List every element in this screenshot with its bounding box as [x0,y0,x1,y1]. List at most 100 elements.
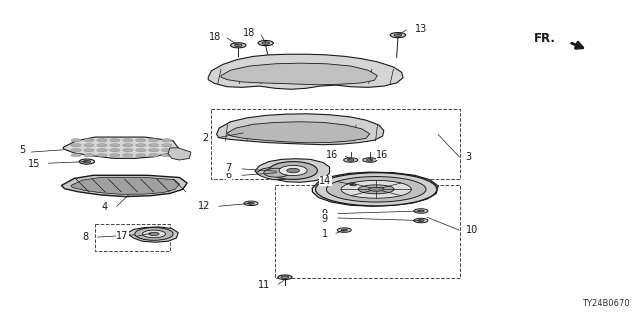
Bar [211,109,461,179]
Ellipse shape [262,42,269,44]
Ellipse shape [244,201,258,205]
Text: 8: 8 [83,232,89,242]
Ellipse shape [84,148,94,152]
Ellipse shape [97,154,107,157]
Polygon shape [227,122,370,143]
Ellipse shape [83,160,91,163]
Ellipse shape [347,183,360,187]
Ellipse shape [71,139,81,142]
Text: 11: 11 [258,280,270,290]
Ellipse shape [71,154,81,157]
Polygon shape [168,148,191,160]
Ellipse shape [418,210,424,212]
Text: 7: 7 [226,163,232,173]
Text: 13: 13 [415,24,427,34]
Ellipse shape [97,139,107,142]
Ellipse shape [350,184,356,186]
Ellipse shape [162,144,172,147]
Ellipse shape [414,209,428,213]
Bar [275,186,461,278]
Ellipse shape [136,148,146,152]
Ellipse shape [162,139,172,142]
Ellipse shape [84,144,94,147]
Ellipse shape [135,228,173,240]
Polygon shape [63,137,178,158]
Ellipse shape [136,139,146,142]
Polygon shape [221,63,378,85]
Text: 4: 4 [102,202,108,212]
Ellipse shape [316,173,437,206]
Ellipse shape [123,148,133,152]
Ellipse shape [148,154,159,157]
Ellipse shape [97,144,107,147]
Ellipse shape [136,144,146,147]
Text: 15: 15 [28,159,40,169]
Text: FR.: FR. [534,32,556,45]
Ellipse shape [418,220,424,221]
Polygon shape [255,159,330,182]
Text: 9: 9 [321,209,328,219]
Ellipse shape [369,188,384,191]
Ellipse shape [148,139,159,142]
Ellipse shape [110,144,120,147]
Ellipse shape [123,154,133,157]
Polygon shape [61,175,187,197]
Ellipse shape [341,229,348,231]
Polygon shape [256,166,296,180]
Ellipse shape [162,148,172,152]
Polygon shape [71,178,179,195]
Ellipse shape [363,158,377,162]
Ellipse shape [341,180,412,198]
Polygon shape [216,114,384,145]
Ellipse shape [414,218,428,223]
Ellipse shape [123,144,133,147]
Ellipse shape [71,144,81,147]
Text: 1: 1 [321,229,328,239]
Ellipse shape [148,148,159,152]
Ellipse shape [264,168,289,177]
Ellipse shape [97,148,107,152]
Ellipse shape [248,202,254,204]
Polygon shape [312,172,438,206]
Ellipse shape [123,139,133,142]
Ellipse shape [71,148,81,152]
Text: 5: 5 [19,146,25,156]
Ellipse shape [287,168,300,173]
Ellipse shape [136,154,146,157]
Text: TY24B0670: TY24B0670 [582,299,630,308]
Ellipse shape [326,177,426,202]
Ellipse shape [348,159,354,161]
Ellipse shape [358,185,394,194]
Ellipse shape [234,44,242,47]
Ellipse shape [281,276,289,278]
Ellipse shape [390,33,406,38]
Ellipse shape [394,34,402,36]
Ellipse shape [148,144,159,147]
Ellipse shape [110,139,120,142]
Text: 17: 17 [116,231,129,241]
Ellipse shape [110,154,120,157]
Ellipse shape [79,159,95,164]
Ellipse shape [84,154,94,157]
Ellipse shape [344,158,358,162]
Polygon shape [208,54,403,89]
Text: 2: 2 [202,133,208,143]
Ellipse shape [84,139,94,142]
Ellipse shape [149,232,159,236]
Text: 18: 18 [243,28,255,38]
Text: 9: 9 [321,214,328,224]
Text: 14: 14 [319,176,332,186]
Text: 12: 12 [198,201,210,211]
Ellipse shape [162,154,172,157]
Text: 3: 3 [466,152,472,163]
Ellipse shape [110,148,120,152]
Ellipse shape [269,162,317,180]
Text: 6: 6 [226,170,232,180]
Text: 10: 10 [466,225,478,235]
Ellipse shape [337,228,351,232]
Text: 16: 16 [376,150,388,160]
Text: 16: 16 [326,150,338,160]
Bar [95,224,170,251]
Ellipse shape [367,159,373,161]
Polygon shape [127,227,178,242]
